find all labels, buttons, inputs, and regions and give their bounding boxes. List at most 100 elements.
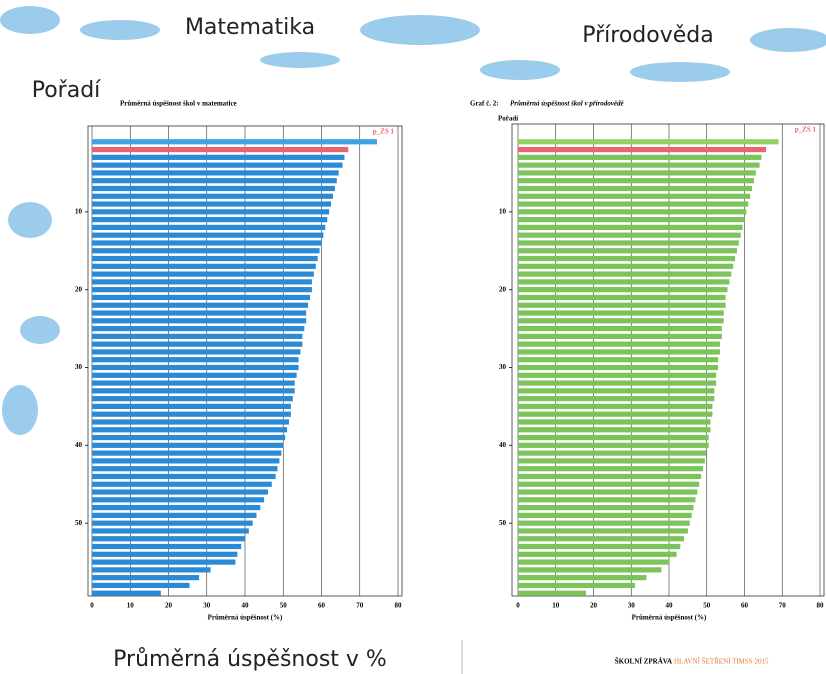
bar (92, 388, 295, 394)
bar (92, 193, 333, 199)
bar (92, 178, 337, 184)
bar (518, 224, 743, 230)
x-tick-label: 80 (817, 602, 825, 610)
bar (92, 450, 282, 456)
bar (518, 271, 732, 277)
x-tick-label: 60 (741, 602, 749, 610)
plot-frame (511, 123, 825, 597)
bar (92, 240, 322, 246)
x-tick-label: 30 (628, 602, 636, 610)
label-box (550, 15, 746, 55)
bar (92, 357, 299, 363)
bar (518, 341, 720, 347)
chart-title: Průměrná úspěšnost škol v přírodovědě (510, 100, 624, 108)
x-tick-label: 60 (318, 602, 326, 610)
bar (518, 209, 747, 215)
footer-series: HLAVNÍ ŠETŘENÍ TIMSS 2015 (674, 658, 769, 666)
bar (92, 263, 316, 269)
bar (92, 201, 332, 207)
figure-label: Graf č. 2: (470, 100, 499, 108)
bar (518, 567, 662, 573)
x-tick-label: 10 (127, 602, 135, 610)
bar (518, 364, 719, 371)
bar (92, 403, 291, 410)
bar (92, 185, 335, 192)
bar (518, 349, 720, 355)
bar (518, 255, 736, 262)
bar (92, 209, 330, 215)
bar (92, 559, 236, 565)
bar (518, 528, 688, 534)
bar (518, 146, 767, 153)
bar (518, 396, 715, 402)
legend-label: p_ZS 1 (373, 128, 395, 136)
bar (518, 450, 707, 456)
x-tick-label: 70 (779, 602, 787, 610)
bar (518, 505, 694, 511)
chart-title: Průměrná úspěšnost škol v matematice (120, 100, 237, 108)
background-splotches (0, 6, 826, 435)
bar (518, 473, 702, 480)
bar (92, 139, 377, 145)
y-tick-label: 50 (75, 519, 83, 527)
bar (92, 248, 320, 254)
bar (92, 512, 257, 518)
bar (518, 536, 685, 542)
bar (92, 325, 305, 332)
bar (92, 318, 307, 324)
bar (518, 185, 753, 192)
bar (92, 434, 286, 441)
bar (518, 427, 711, 433)
bar (518, 201, 749, 207)
bar (92, 590, 161, 596)
y-tick-label: 20 (75, 285, 83, 293)
x-tick-label: 20 (590, 602, 598, 610)
bar (518, 263, 734, 269)
bar (92, 170, 339, 176)
bar (92, 442, 284, 448)
bar (92, 528, 249, 534)
bar (92, 543, 242, 550)
bar (92, 154, 345, 160)
bar (92, 567, 211, 573)
bar (92, 224, 326, 230)
x-tick-label: 0 (516, 602, 520, 610)
y-tick-label: 30 (75, 363, 83, 371)
bar (92, 310, 307, 316)
bar (518, 512, 692, 518)
bar (92, 232, 324, 238)
x-tick-label: 40 (242, 602, 250, 610)
rank-label: Pořadí (32, 78, 101, 103)
bar (92, 419, 289, 425)
label-box (160, 8, 340, 46)
bar (92, 427, 288, 433)
y-tick-label: 30 (499, 363, 507, 371)
bar (518, 551, 677, 557)
y-tick-label: 40 (499, 441, 507, 449)
bar (518, 170, 756, 176)
bar (92, 497, 265, 503)
bar (92, 396, 293, 402)
x-tick-label: 70 (356, 602, 364, 610)
bar (518, 154, 762, 160)
bar (92, 372, 297, 378)
bar (518, 193, 751, 199)
legend-label: p_ZS 1 (795, 126, 817, 134)
bar (518, 481, 700, 487)
bar (92, 489, 268, 495)
bar (518, 357, 719, 363)
bar (518, 590, 586, 596)
bar (518, 582, 636, 589)
bar (92, 333, 303, 339)
bar (518, 139, 779, 145)
bar (92, 505, 261, 511)
bar (92, 411, 291, 417)
y-tick-label: 20 (499, 285, 507, 293)
x-tick-label: 80 (395, 602, 403, 610)
x-tick-label: 20 (165, 602, 173, 610)
charts: Průměrná úspěšnost škol v matematice 0 10 2… (75, 100, 825, 622)
bar (92, 217, 328, 223)
math-label: Matematika (185, 15, 315, 40)
bar (518, 178, 754, 184)
